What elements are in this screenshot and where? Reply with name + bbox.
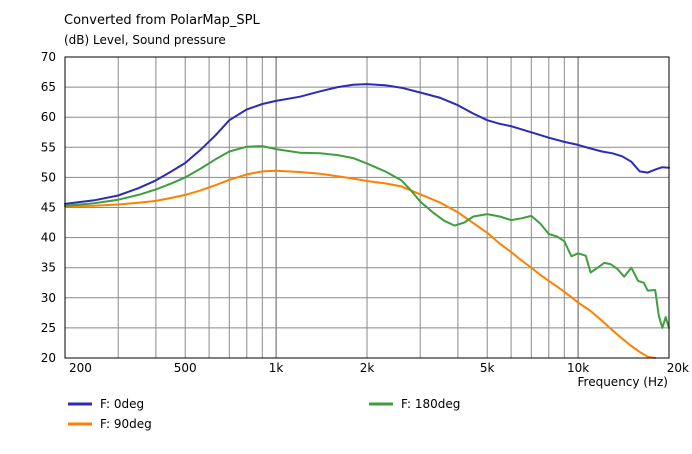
x-tick-label: 1k [269,361,284,375]
y-tick-label: 65 [41,80,56,94]
y-axis-label: (dB) Level, Sound pressure [64,33,226,47]
x-tick-label: 10k [567,361,589,375]
y-tick-label: 50 [41,170,56,184]
x-tick-label: 20k [667,361,689,375]
y-tick-label: 70 [41,50,56,64]
y-tick-label: 45 [41,201,56,215]
x-tick-label: 5k [480,361,495,375]
grid [65,57,669,358]
x-tick-label: 2k [360,361,375,375]
y-tick-label: 55 [41,140,56,154]
series-lines [64,83,670,359]
y-tick-label: 20 [41,351,56,365]
y-tick-label: 40 [41,231,56,245]
legend-label: F: 180deg [401,397,460,411]
x-tick-label: 500 [174,361,197,375]
chart-title: Converted from PolarMap_SPL [64,13,260,28]
y-tick-label: 30 [41,291,56,305]
series-line-0 [64,83,670,205]
y-tick-label: 60 [41,110,56,124]
y-tick-label: 35 [41,261,56,275]
x-axis-label: Frequency (Hz) [578,375,669,389]
series-line-1 [64,169,657,359]
y-tick-label: 25 [41,321,56,335]
y-axis-ticks: 20 25 30 35 40 45 50 55 60 65 70 [41,50,56,365]
legend-label: F: 90deg [100,417,152,431]
x-tick-label: 200 [69,361,92,375]
series-line-2 [64,145,670,329]
legend: F: 0deg F: 90deg F: 180deg [68,397,460,431]
plot-frame [64,56,670,359]
x-axis-ticks: 200 500 1k 2k 5k 10k 20k [69,361,689,375]
legend-label: F: 0deg [100,397,144,411]
